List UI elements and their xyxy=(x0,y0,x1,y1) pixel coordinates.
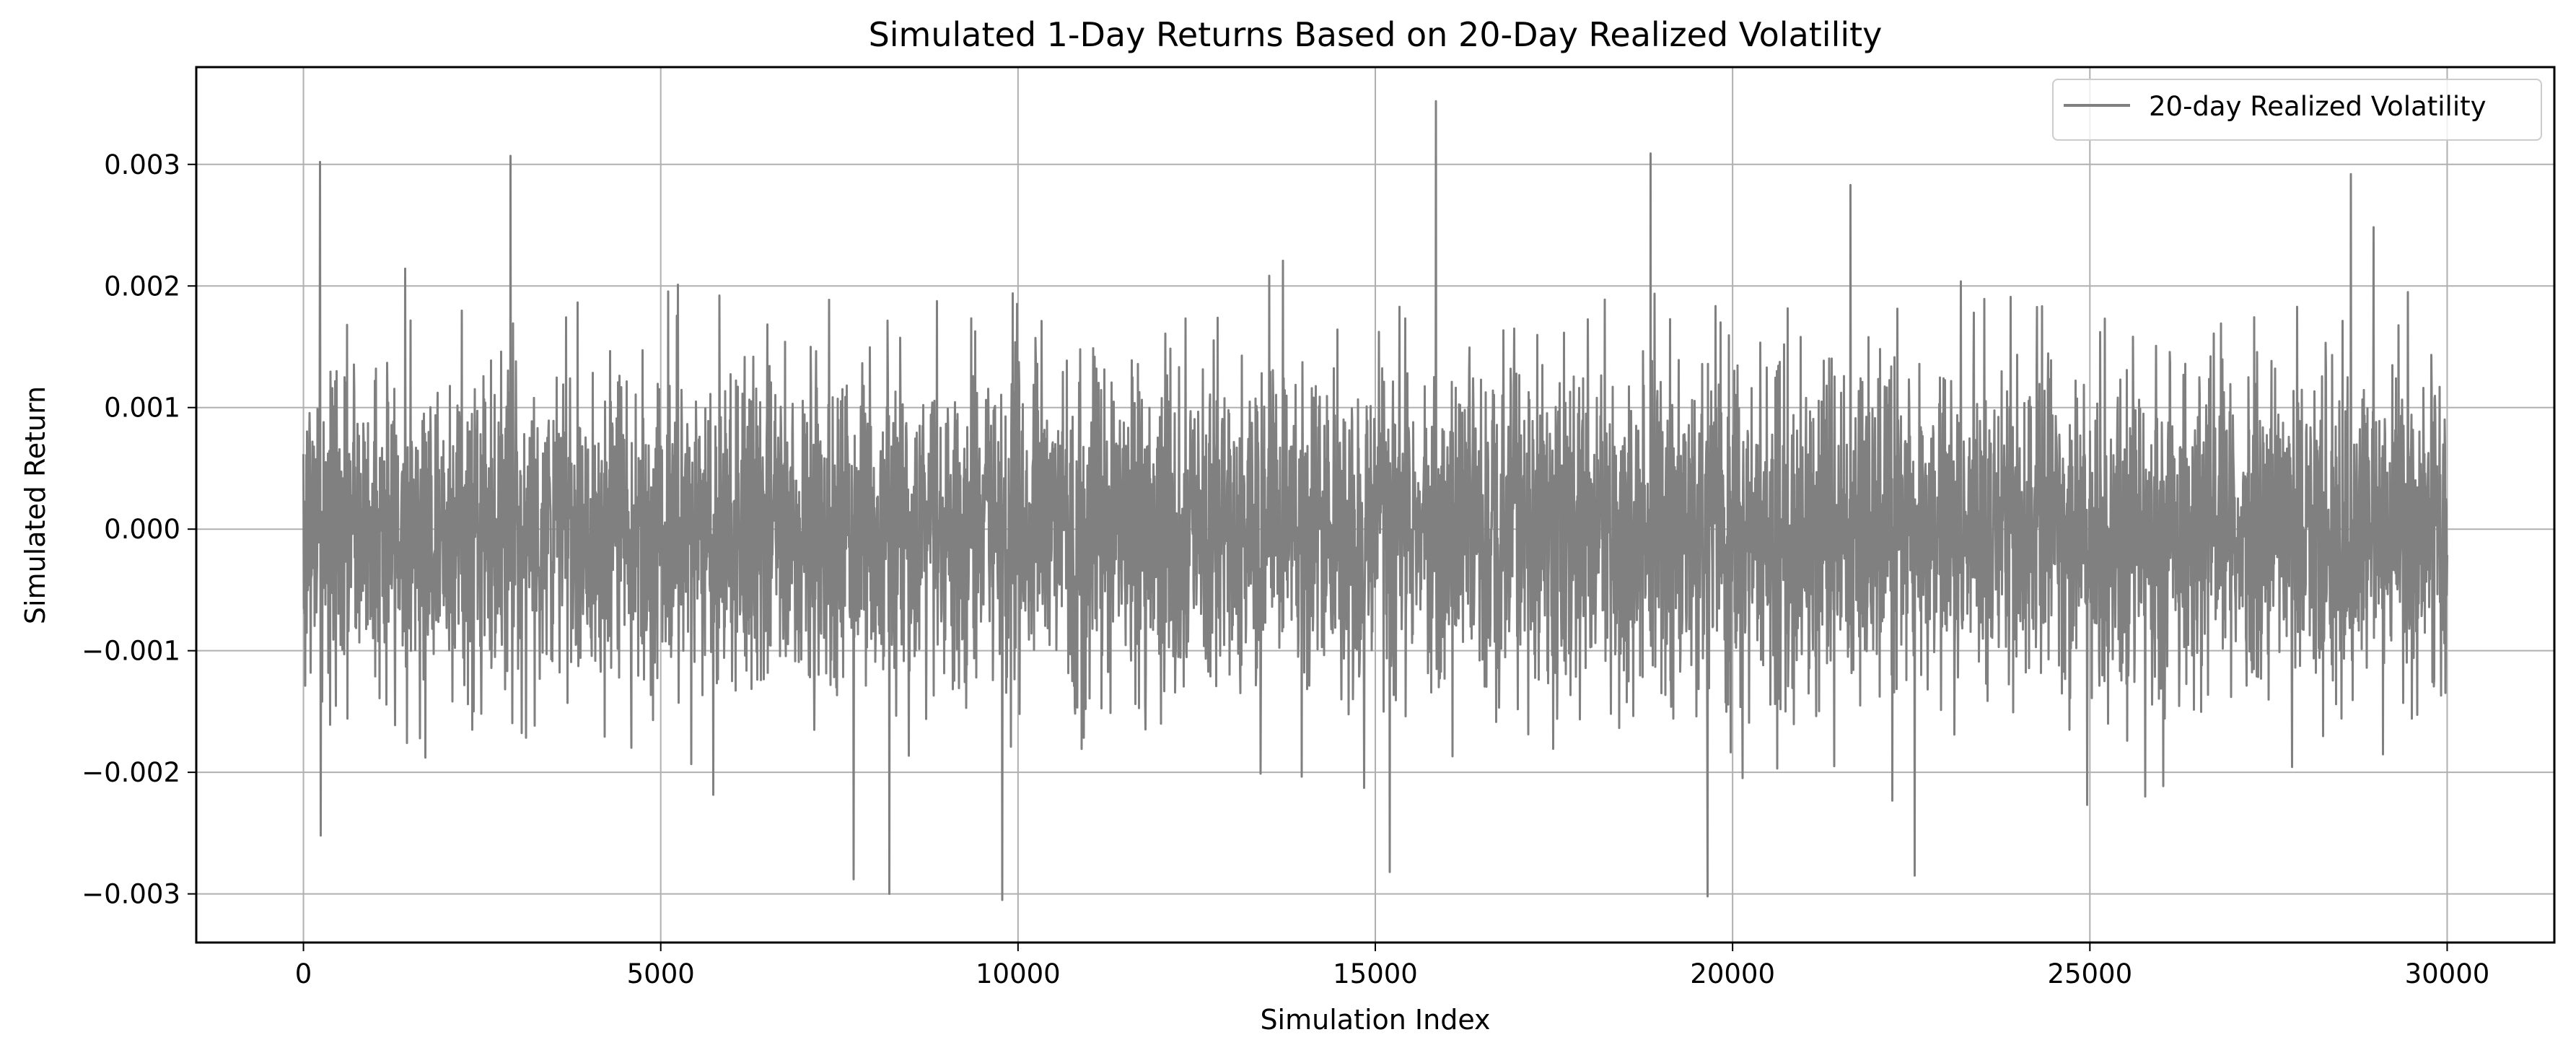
y-tick-label: −0.002 xyxy=(82,757,180,788)
legend-box xyxy=(2052,79,2542,141)
legend: 20-day Realized Volatility xyxy=(2052,79,2542,141)
y-tick-label: 0.001 xyxy=(104,393,180,424)
x-tick-label: 10000 xyxy=(976,958,1061,989)
y-axis-ticks: −0.003 −0.002 −0.001 0.000 0.001 0.002 0.003 xyxy=(82,149,196,910)
y-tick-label: −0.001 xyxy=(82,636,180,667)
series-line-realized-volatility xyxy=(302,100,2448,901)
y-tick-label: −0.003 xyxy=(82,879,180,910)
chart-title: Simulated 1-Day Returns Based on 20-Day … xyxy=(869,15,1883,54)
y-tick-label: 0.000 xyxy=(104,514,180,545)
x-axis-label: Simulation Index xyxy=(1260,1004,1490,1036)
x-tick-label: 25000 xyxy=(2047,958,2132,989)
x-tick-label: 15000 xyxy=(1333,958,1418,989)
legend-label: 20-day Realized Volatility xyxy=(2149,91,2487,122)
y-axis-label: Simulated Return xyxy=(19,386,51,624)
x-tick-label: 5000 xyxy=(627,958,695,989)
x-axis-ticks: 0 5000 10000 15000 20000 25000 30000 xyxy=(295,943,2490,989)
x-tick-label: 0 xyxy=(295,958,312,989)
x-tick-label: 20000 xyxy=(1690,958,1775,989)
y-tick-label: 0.003 xyxy=(104,149,180,180)
x-tick-label: 30000 xyxy=(2405,958,2490,989)
y-tick-label: 0.002 xyxy=(104,271,180,302)
